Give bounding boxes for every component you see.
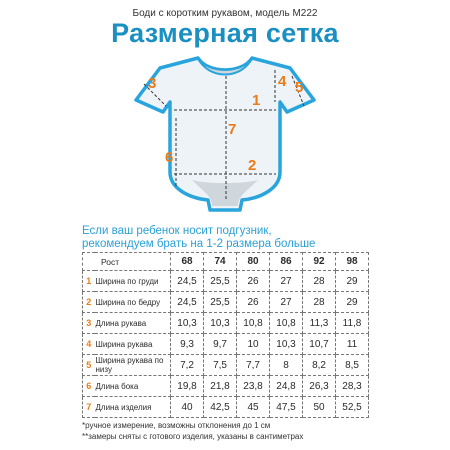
page-title: Размерная сетка bbox=[111, 18, 339, 48]
table-cell: 10,7 bbox=[302, 333, 337, 355]
table-cell: 28 bbox=[302, 291, 337, 313]
table-row: 2 Ширина по бедру 24,5 25,5 26 27 28 29 bbox=[82, 291, 370, 313]
table-row: 6 Длина бока 19,8 21,8 23,8 24,8 26,3 28… bbox=[82, 375, 370, 397]
table-row: 3 Длина рукава 10,3 10,3 10,8 10,8 11,3 … bbox=[82, 312, 370, 334]
table-cell: 27 bbox=[269, 270, 304, 292]
table-cell: 27 bbox=[269, 291, 304, 313]
row-number: 2 bbox=[82, 291, 95, 313]
size-header-cell: 98 bbox=[335, 252, 370, 271]
row-number: 5 bbox=[82, 354, 95, 376]
table-cell: 28 bbox=[302, 270, 337, 292]
bodysuit-diagram: 1 2 3 4 5 6 7 bbox=[134, 56, 316, 212]
table-row: 7 Длина изделия 40 42,5 45 47,5 50 52,5 bbox=[82, 396, 370, 418]
row-number: 1 bbox=[82, 270, 95, 292]
table-cell: 42,5 bbox=[203, 396, 238, 418]
table-cell: 40 bbox=[170, 396, 205, 418]
measure-label-4: 4 bbox=[278, 73, 287, 90]
table-cell: 26,3 bbox=[302, 375, 337, 397]
table-cell: 24,8 bbox=[269, 375, 304, 397]
table-cell: 26 bbox=[236, 291, 271, 313]
neckline bbox=[197, 57, 253, 76]
row-param: Длина бока bbox=[94, 375, 172, 397]
size-header-cell: 68 bbox=[170, 252, 205, 271]
table-cell: 8,5 bbox=[335, 354, 370, 376]
table-cell: 21,8 bbox=[203, 375, 238, 397]
table-cell: 10,8 bbox=[269, 312, 304, 334]
size-header-cell: 92 bbox=[302, 252, 337, 271]
table-cell: 10,3 bbox=[203, 312, 238, 334]
measure-label-6: 6 bbox=[165, 149, 173, 166]
table-cell: 25,5 bbox=[203, 270, 238, 292]
diaper-note-line-1: Если ваш ребенок носит подгузник, bbox=[82, 225, 272, 237]
table-cell: 50 bbox=[302, 396, 337, 418]
table-cell: 11,8 bbox=[335, 312, 370, 334]
table-cell: 10 bbox=[236, 333, 271, 355]
size-header-row: Рост 68 74 80 86 92 98 bbox=[81, 252, 370, 271]
table-cell: 8,2 bbox=[302, 354, 337, 376]
table-row: 4 Ширина рукава 9,3 9,7 10 10,3 10,7 11 bbox=[82, 333, 370, 355]
table-cell: 45 bbox=[236, 396, 271, 418]
measure-line-3 bbox=[143, 83, 167, 107]
row-param: Ширина по груди bbox=[94, 270, 172, 292]
size-header-cell: 86 bbox=[269, 252, 304, 271]
table-cell: 29 bbox=[335, 270, 370, 292]
row-param: Длина изделия bbox=[94, 396, 172, 418]
row-number: 3 bbox=[82, 312, 95, 334]
table-cell: 9,3 bbox=[170, 333, 205, 355]
row-param: Ширина по бедру bbox=[94, 291, 172, 313]
diaper-note-line-2: рекомендуем брать на 1-2 размера больше bbox=[82, 238, 316, 250]
table-cell: 25,5 bbox=[203, 291, 238, 313]
size-header-cell: 74 bbox=[203, 252, 238, 271]
measure-label-2: 2 bbox=[248, 157, 256, 174]
table-row: 1 Ширина по груди 24,5 25,5 26 27 28 29 bbox=[82, 270, 370, 292]
table-cell: 24,5 bbox=[170, 291, 205, 313]
footnote-2: **замеры сняты с готового изделия, указа… bbox=[82, 432, 304, 441]
table-cell: 52,5 bbox=[335, 396, 370, 418]
measure-label-7: 7 bbox=[228, 121, 236, 138]
table-cell: 23,8 bbox=[236, 375, 271, 397]
size-header-cell: 80 bbox=[236, 252, 271, 271]
footnotes: *ручное измерение, возможны отклонения д… bbox=[82, 420, 442, 442]
diaper-note: Если ваш ребенок носит подгузник, рекоме… bbox=[82, 225, 402, 251]
table-cell: 47,5 bbox=[269, 396, 304, 418]
table-cell: 7,2 bbox=[170, 354, 205, 376]
table-cell: 10,3 bbox=[269, 333, 304, 355]
table-cell: 11,3 bbox=[302, 312, 337, 334]
table-cell: 9,7 bbox=[203, 333, 238, 355]
table-row: 5 Ширина рукава по низу 7,2 7,5 7,7 8 8,… bbox=[82, 354, 370, 376]
measure-label-5: 5 bbox=[295, 79, 303, 96]
crotch-shade bbox=[192, 180, 258, 206]
table-cell: 28,3 bbox=[335, 375, 370, 397]
table-cell: 24,5 bbox=[170, 270, 205, 292]
table-cell: 7,7 bbox=[236, 354, 271, 376]
size-table: Рост 68 74 80 86 92 98 1 Ширина по груди… bbox=[81, 252, 370, 418]
table-cell: 7,5 bbox=[203, 354, 238, 376]
measure-label-1: 1 bbox=[252, 92, 260, 109]
row-param: Ширина рукава по низу bbox=[94, 354, 172, 376]
table-cell: 19,8 bbox=[170, 375, 205, 397]
row-param: Длина рукава bbox=[94, 312, 172, 334]
row-param: Ширина рукава bbox=[94, 333, 172, 355]
table-cell: 10,8 bbox=[236, 312, 271, 334]
footnote-1: *ручное измерение, возможны отклонения д… bbox=[82, 421, 271, 430]
product-subtitle: Боди с коротким рукавом, модель М222 bbox=[132, 8, 318, 19]
row-number: 6 bbox=[82, 375, 95, 397]
measure-label-3: 3 bbox=[148, 75, 156, 92]
row-number: 7 bbox=[82, 396, 95, 418]
row-number: 4 bbox=[82, 333, 95, 355]
table-cell: 8 bbox=[269, 354, 304, 376]
measure-line-5 bbox=[291, 75, 305, 107]
height-label: Рост bbox=[81, 252, 172, 271]
table-cell: 26 bbox=[236, 270, 271, 292]
table-cell: 10,3 bbox=[170, 312, 205, 334]
table-cell: 11 bbox=[335, 333, 370, 355]
table-cell: 29 bbox=[335, 291, 370, 313]
